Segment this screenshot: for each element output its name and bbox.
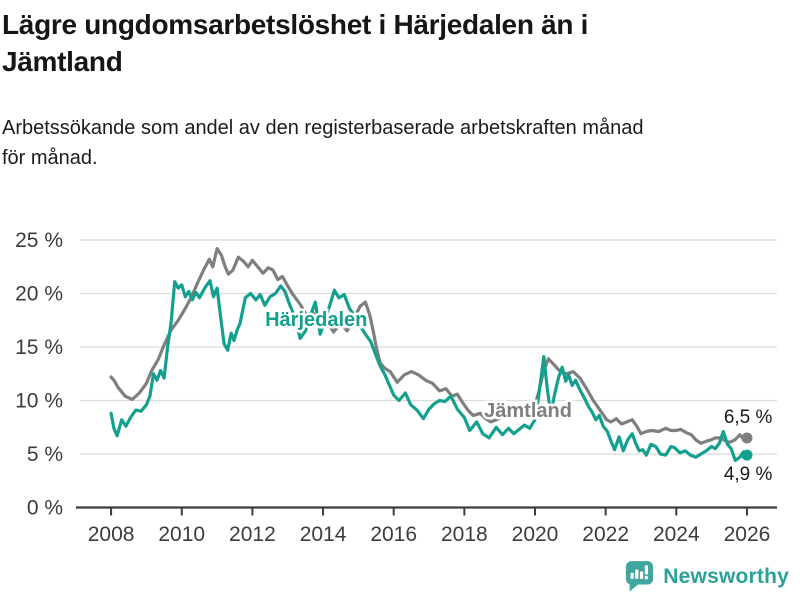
y-tick-label: 5 % — [27, 443, 63, 466]
annotation-6-5-: 6,5 % — [724, 407, 773, 428]
x-tick-label: 2026 — [724, 523, 771, 546]
series-line-jamtland — [109, 247, 749, 445]
brand-name: Newsworthy — [663, 565, 789, 588]
chart-subtitle: Arbetssökande som andel av den registerb… — [2, 117, 644, 169]
logo-bar-1 — [630, 572, 635, 579]
logo-bar-3 — [640, 571, 644, 579]
logo-exclamation-dot — [644, 575, 649, 580]
x-tick-label: 2014 — [300, 523, 347, 546]
annotation-4-9-: 4,9 % — [724, 464, 773, 485]
x-tick-label: 2012 — [229, 523, 276, 546]
annotation-j-mtland: Jämtland — [484, 400, 572, 422]
x-tick-label: 2024 — [653, 523, 700, 546]
y-tick-label: 20 % — [15, 283, 63, 306]
y-tick-label: 25 % — [15, 229, 63, 252]
x-tick-label: 2018 — [441, 523, 488, 546]
y-tick-label: 0 % — [27, 497, 63, 520]
y-tick-label: 10 % — [15, 390, 63, 413]
y-tick-label: 15 % — [15, 336, 63, 359]
logo-exclamation-bar — [645, 565, 649, 575]
axis-labels: 0 % 5 % 10 % 15 % 20 % 25 % 2008 2010 2012 2014 20… — [15, 229, 770, 546]
newsworthy-logo-icon — [626, 561, 654, 592]
end-dot-jamtland — [741, 432, 753, 444]
annotation-h-rjedalen: Härjedalen — [265, 309, 367, 331]
grid — [80, 239, 777, 455]
logo-bubble — [626, 561, 654, 592]
end-dot-harjedalen — [741, 449, 753, 461]
chart-title: Lägre ungdomsarbetslöshet i Härjedalen ä… — [2, 9, 589, 77]
series-line-harjedalen — [109, 279, 749, 462]
x-tick-label: 2010 — [158, 523, 205, 546]
x-tick-label: 2022 — [582, 523, 629, 546]
x-tick-label: 2008 — [88, 523, 135, 546]
x-tick-label: 2020 — [512, 523, 559, 546]
logo-bar-2 — [635, 569, 639, 579]
brand-footer: Newsworthy — [624, 560, 789, 594]
x-tick-label: 2016 — [370, 523, 417, 546]
